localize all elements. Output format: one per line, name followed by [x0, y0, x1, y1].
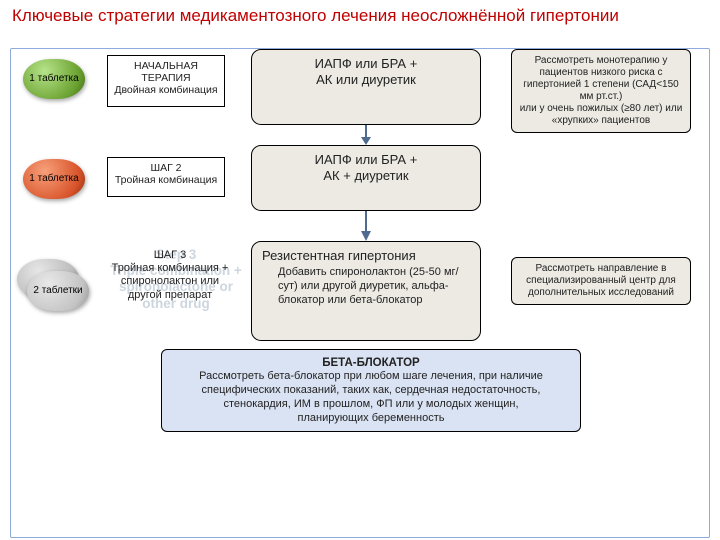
central-step1: ИАПФ или БРА + АК или диуретик [251, 49, 481, 125]
step2-label: ШАГ 2 Тройная комбинация [107, 157, 225, 197]
pill-step2: 1 таблетка [23, 159, 85, 199]
page-title: Ключевые стратегии медикаментозного лече… [0, 0, 720, 28]
central-step1-text: ИАПФ или БРА + АК или диуретик [315, 56, 418, 87]
beta-title: БЕТА-БЛОКАТОР [176, 356, 566, 370]
note-monotherapy: Рассмотреть монотерапию у пациентов низк… [511, 49, 691, 133]
step2-label-text: ШАГ 2 Тройная комбинация [115, 162, 217, 186]
pill-step3: 2 таблетки [27, 271, 89, 311]
beta-body: Рассмотреть бета-блокатор при любом шаге… [176, 370, 566, 425]
central-step3-title: Резистентная гипертония [262, 248, 470, 264]
pill-step1: 1 таблетка [23, 59, 85, 99]
arrow-1-2 [359, 125, 373, 145]
arrow-2-3 [359, 211, 373, 241]
step1-label: НАЧАЛЬНАЯ ТЕРАПИЯ Двойная комбинация [107, 55, 225, 107]
central-step3-sub: Добавить спиронолактон (25-50 мг/сут) ил… [262, 266, 470, 307]
step3-label: ШАГ 3 Тройная комбинация + спиронолактон… [111, 249, 229, 302]
central-step3: Резистентная гипертония Добавить спироно… [251, 241, 481, 341]
central-step2: ИАПФ или БРА + АК + диуретик [251, 145, 481, 211]
diagram-canvas: 1 таблетка 1 таблетка 2 таблетки НАЧАЛЬН… [10, 48, 710, 538]
beta-box: БЕТА-БЛОКАТОР Рассмотреть бета-блокатор … [161, 349, 581, 432]
step1-label-text: НАЧАЛЬНАЯ ТЕРАПИЯ Двойная комбинация [114, 60, 217, 96]
note-referral: Рассмотреть направление в специализирова… [511, 257, 691, 305]
central-step2-text: ИАПФ или БРА + АК + диуретик [315, 152, 418, 183]
